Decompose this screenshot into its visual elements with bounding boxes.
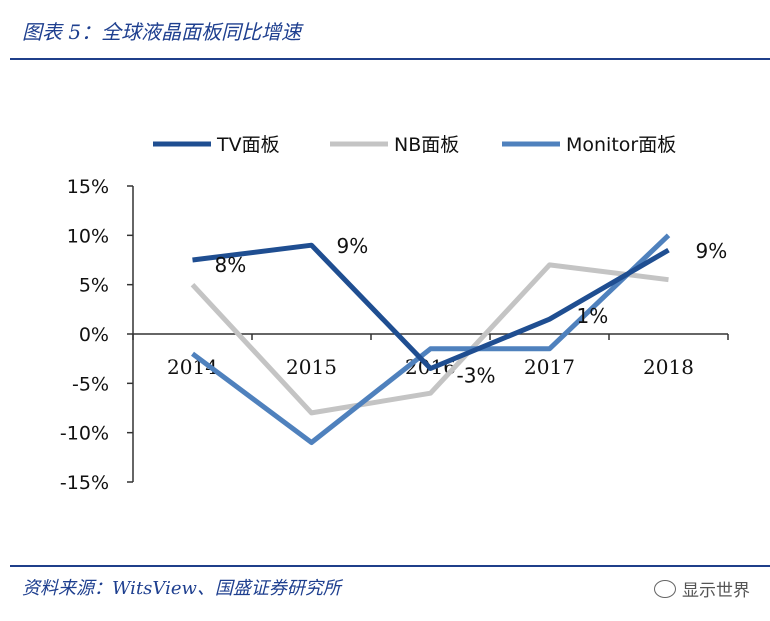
data-label: 9% bbox=[696, 239, 728, 263]
x-tick-label: 2015 bbox=[286, 355, 337, 379]
y-tick-label: -15% bbox=[60, 472, 109, 494]
x-tick-label: 2018 bbox=[643, 355, 694, 379]
y-tick-label: 0% bbox=[79, 324, 109, 346]
data-label: -3% bbox=[457, 364, 496, 388]
figure-title: 图表 5：全球液晶面板同比增速 bbox=[22, 20, 302, 44]
x-tick-label: 2017 bbox=[524, 355, 575, 379]
series-group bbox=[190, 233, 671, 445]
watermark: 显示世界 bbox=[654, 576, 750, 601]
series-line-0 bbox=[192, 242, 670, 371]
series-line-2 bbox=[191, 233, 671, 445]
data-label: 1% bbox=[577, 304, 609, 328]
watermark-text: 显示世界 bbox=[682, 581, 750, 601]
y-axis: 15% 10% 5% 0% -5% -10% -15% bbox=[60, 176, 134, 494]
y-tick-label: 10% bbox=[67, 225, 109, 247]
source-note: 资料来源：WitsView、国盛证券研究所 bbox=[22, 578, 341, 599]
footer-rule bbox=[10, 565, 770, 567]
legend-label-2: Monitor面板 bbox=[566, 134, 676, 156]
data-label: 8% bbox=[215, 253, 247, 277]
y-tick-label: -10% bbox=[60, 423, 109, 445]
data-label: 9% bbox=[337, 234, 369, 258]
y-tick-label: 5% bbox=[79, 275, 109, 297]
x-axis: 2014 2015 2016 2017 2018 bbox=[132, 333, 729, 379]
chat-bubble-icon bbox=[654, 579, 676, 598]
data-labels: 8% 9% -3% 1% 9% bbox=[215, 234, 728, 387]
y-tick-label: -5% bbox=[72, 373, 109, 395]
legend-label-1: NB面板 bbox=[394, 134, 459, 156]
series-line-1 bbox=[190, 262, 669, 416]
header-rule bbox=[10, 58, 770, 60]
y-tick-label: 15% bbox=[67, 176, 109, 198]
legend-label-0: TV面板 bbox=[216, 134, 280, 156]
chart-legend: TV面板 NB面板 Monitor面板 bbox=[153, 134, 676, 156]
